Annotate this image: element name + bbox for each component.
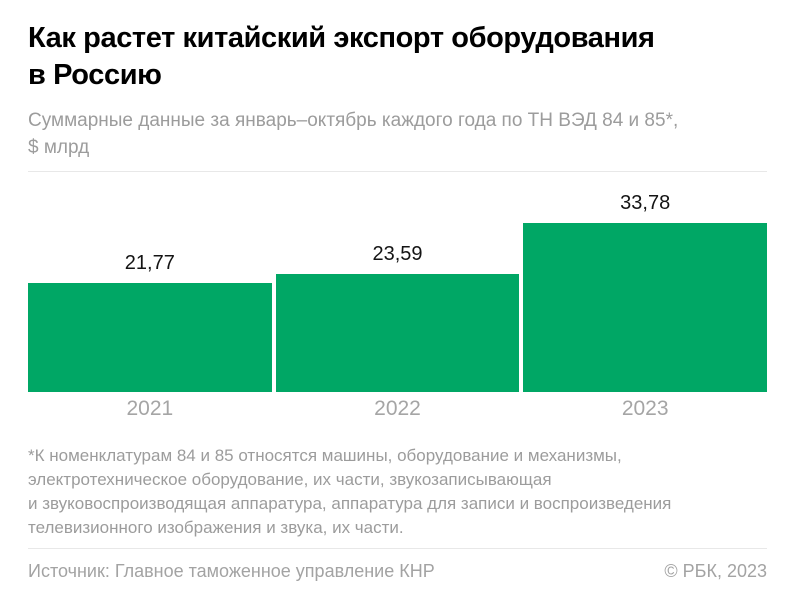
bar-value-label-2023: 33,78 [620, 192, 671, 214]
bar-column-2023: 33,78 [523, 172, 768, 392]
copyright-label: © РБК, 2023 [664, 561, 767, 581]
bar-2023 [523, 223, 768, 392]
footer-divider [28, 548, 767, 549]
page-subtitle: Суммарные данные за январь–октябрь каждо… [28, 107, 767, 161]
x-tick-2023: 2023 [621, 397, 669, 420]
bar-column-2022: 23,59 [275, 172, 520, 392]
page-title-line-2: в Россию [28, 59, 162, 91]
footer: Источник: Главное таможенное управление … [28, 561, 767, 582]
chart-x-axis: 2021 2022 2023 [28, 396, 767, 422]
footnote-line-1: *К номенклатурам 84 и 85 относятся машин… [28, 446, 622, 465]
page-title-line-1: Как растет китайский экспорт оборудовани… [28, 22, 655, 54]
bar-2021 [28, 283, 272, 392]
footnote-line-3: и звуковоспроизводящая аппаратура, аппар… [28, 494, 672, 513]
footnote-line-4: телевизионного изображения и звука, их ч… [28, 518, 404, 537]
bar-value-label-2022: 23,59 [372, 243, 423, 265]
bar-value-label-2021: 21,77 [124, 252, 175, 274]
source-label: Источник: Главное таможенное управление … [28, 561, 435, 581]
chart-plot-area: 21,77 23,59 33,78 [28, 172, 768, 392]
footnote-line-2: электротехническое оборудование, их част… [28, 470, 552, 489]
header-divider [28, 171, 767, 172]
footnote: *К номенклатурам 84 и 85 относятся машин… [28, 444, 767, 540]
x-tick-2021: 2021 [126, 397, 174, 420]
page-subtitle-line-1: Суммарные данные за январь–октябрь каждо… [28, 110, 679, 131]
x-tick-2022: 2022 [374, 397, 421, 420]
page-subtitle-line-2: $ млрд [28, 137, 90, 158]
bar-column-2021: 21,77 [28, 172, 272, 392]
bar-2022 [275, 274, 520, 392]
page-title: Как растет китайский экспорт оборудовани… [28, 20, 767, 94]
bar-chart: 21,77 23,59 33,78 2021 2022 2023 [28, 172, 768, 422]
